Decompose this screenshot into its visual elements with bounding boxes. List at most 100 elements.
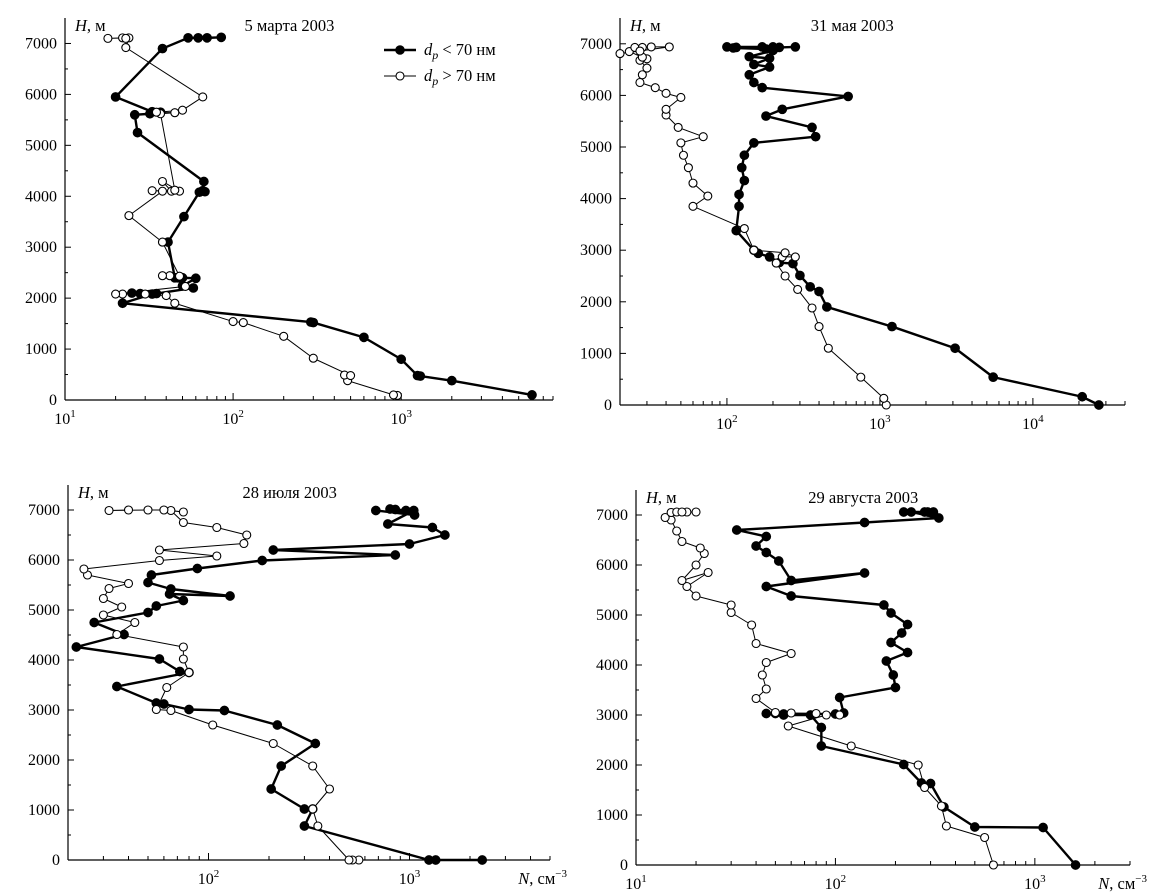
open-point: [635, 77, 645, 88]
filled-point: [154, 654, 165, 664]
open-point: [161, 291, 171, 301]
filled-point: [382, 519, 393, 529]
legend: dp < 70 нм dp > 70 нм: [384, 40, 496, 88]
filled-point: [816, 722, 827, 733]
open-point: [178, 517, 188, 528]
filled-point: [790, 42, 801, 52]
open-point: [154, 555, 164, 566]
open-point: [151, 704, 161, 715]
y-tick-label: 6000: [25, 86, 57, 103]
filled-point: [816, 741, 827, 751]
open-point: [691, 560, 701, 570]
y-tick-label: 4000: [28, 652, 60, 669]
filled-point: [888, 670, 899, 680]
filled-point: [734, 189, 744, 200]
filled-point: [183, 33, 193, 43]
filled-point: [151, 288, 162, 299]
filled-point: [1094, 400, 1104, 410]
open-point: [678, 150, 689, 160]
filled-point: [132, 127, 143, 138]
open-point: [988, 860, 998, 870]
filled-point: [527, 390, 537, 400]
filled-point: [216, 32, 227, 43]
filled-point: [988, 372, 999, 382]
y-tick-label: 1000: [596, 807, 628, 824]
open-point: [642, 63, 652, 73]
filled-point: [166, 584, 176, 594]
y-tick-label: 1000: [28, 802, 60, 819]
y-tick-label: 4000: [580, 191, 612, 208]
series-large-line: [107, 37, 398, 396]
series-large-line: [619, 46, 887, 406]
filled-point: [396, 354, 407, 365]
filled-point: [749, 77, 759, 88]
open-point: [698, 132, 708, 142]
y-tick-label: 7000: [25, 35, 57, 52]
filled-point: [151, 601, 162, 611]
open-point: [184, 667, 194, 678]
filled-point: [731, 225, 742, 236]
filled-point: [412, 370, 423, 381]
filled-point: [89, 617, 100, 628]
filled-point: [879, 600, 889, 610]
open-point: [308, 804, 318, 814]
open-point: [324, 784, 335, 794]
y-tick-label: 3000: [580, 242, 612, 259]
filled-point: [950, 343, 960, 354]
open-point: [98, 593, 108, 604]
filled-point: [143, 607, 153, 618]
filled-point: [761, 531, 772, 542]
open-point: [811, 708, 821, 719]
filled-point: [774, 42, 785, 53]
open-point: [117, 602, 127, 612]
open-point: [104, 505, 114, 516]
open-point: [688, 201, 698, 211]
x-tick-label: 101: [625, 873, 647, 893]
filled-point: [1038, 822, 1048, 833]
open-point: [346, 371, 356, 381]
filled-point: [739, 175, 750, 186]
open-point: [846, 741, 856, 751]
filled-point: [299, 821, 310, 831]
y-tick-label: 4000: [596, 657, 628, 674]
open-point: [157, 186, 168, 196]
filled-point: [761, 708, 772, 719]
filled-point: [192, 563, 203, 574]
filled-point: [859, 568, 870, 578]
x-tick-label: 102: [825, 873, 847, 893]
series-small-line: [725, 45, 1100, 407]
open-point: [682, 581, 692, 592]
filled-point: [751, 541, 761, 551]
open-point: [104, 583, 114, 594]
y-tick-label: 2000: [580, 294, 612, 311]
y-tick-label: 5000: [25, 137, 57, 154]
filled-point: [736, 162, 747, 173]
open-point: [239, 538, 249, 549]
y-tick-label: 2000: [25, 290, 57, 307]
open-point: [661, 104, 671, 114]
y-axis-label: H, м: [74, 16, 106, 35]
open-point: [879, 393, 889, 403]
filled-point: [902, 647, 913, 658]
x-tick-label: 102: [716, 413, 738, 433]
open-point: [747, 620, 757, 630]
open-point: [344, 855, 354, 865]
open-point: [308, 761, 318, 771]
open-point: [783, 721, 793, 731]
open-point: [780, 271, 790, 281]
open-point: [936, 801, 946, 811]
y-tick-label: 0: [604, 397, 612, 414]
filled-point: [202, 33, 212, 43]
open-point: [112, 629, 122, 640]
filled-point: [859, 517, 870, 528]
open-point: [178, 507, 188, 517]
filled-point: [843, 91, 854, 102]
series-small-line: [114, 36, 533, 397]
open-point: [242, 530, 252, 540]
filled-point: [777, 104, 788, 115]
open-point: [212, 551, 222, 561]
open-point: [159, 505, 169, 515]
filled-point: [757, 42, 768, 52]
open-point: [835, 710, 845, 720]
y-tick-label: 5000: [596, 607, 628, 624]
